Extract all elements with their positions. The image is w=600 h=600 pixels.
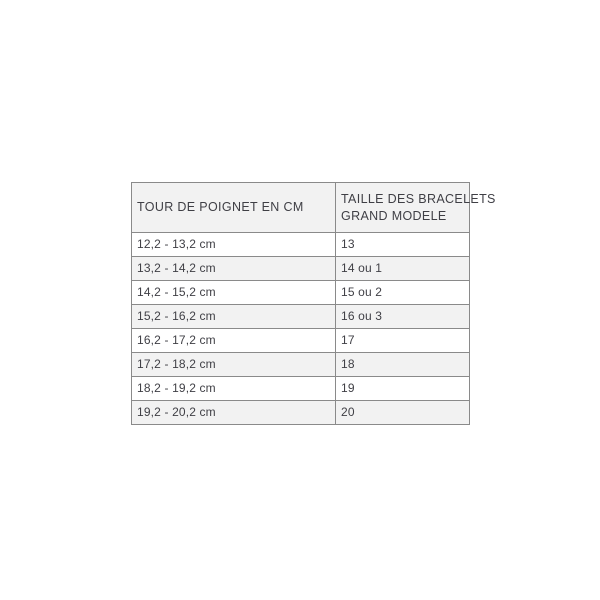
table-row: 12,2 - 13,2 cm 13 <box>131 232 470 257</box>
table-row: 18,2 - 19,2 cm 19 <box>131 376 470 401</box>
cell-wrist-circumference: 13,2 - 14,2 cm <box>131 256 336 281</box>
cell-bracelet-size: 13 <box>335 232 470 257</box>
cell-wrist-circumference: 17,2 - 18,2 cm <box>131 352 336 377</box>
cell-wrist-circumference: 12,2 - 13,2 cm <box>131 232 336 257</box>
table-row: 13,2 - 14,2 cm 14 ou 1 <box>131 256 470 281</box>
cell-bracelet-size: 19 <box>335 376 470 401</box>
column-header-wrist-circumference: TOUR DE POIGNET EN CM <box>131 182 336 233</box>
column-header-bracelet-size-line2: GRAND MODELE <box>341 209 447 223</box>
cell-wrist-circumference: 16,2 - 17,2 cm <box>131 328 336 353</box>
cell-wrist-circumference: 15,2 - 16,2 cm <box>131 304 336 329</box>
table-row: 17,2 - 18,2 cm 18 <box>131 352 470 377</box>
size-chart-container: TOUR DE POIGNET EN CM TAILLE DES BRACELE… <box>131 182 496 425</box>
table-row: 14,2 - 15,2 cm 15 ou 2 <box>131 280 470 305</box>
column-header-bracelet-size-line1: TAILLE DES BRACELETS <box>341 192 496 206</box>
cell-bracelet-size: 14 ou 1 <box>335 256 470 281</box>
cell-wrist-circumference: 19,2 - 20,2 cm <box>131 400 336 425</box>
table-header: TOUR DE POIGNET EN CM TAILLE DES BRACELE… <box>131 182 496 233</box>
table-row: 15,2 - 16,2 cm 16 ou 3 <box>131 304 470 329</box>
table-row: 19,2 - 20,2 cm 20 <box>131 400 470 425</box>
column-header-bracelet-size: TAILLE DES BRACELETS GRAND MODELE <box>335 182 496 233</box>
table-header-row: TOUR DE POIGNET EN CM TAILLE DES BRACELE… <box>131 182 496 233</box>
size-chart-table: TOUR DE POIGNET EN CM TAILLE DES BRACELE… <box>131 182 496 425</box>
cell-bracelet-size: 15 ou 2 <box>335 280 470 305</box>
cell-bracelet-size: 16 ou 3 <box>335 304 470 329</box>
cell-bracelet-size: 20 <box>335 400 470 425</box>
table-body: 12,2 - 13,2 cm 13 13,2 - 14,2 cm 14 ou 1… <box>131 232 470 425</box>
cell-wrist-circumference: 18,2 - 19,2 cm <box>131 376 336 401</box>
cell-bracelet-size: 17 <box>335 328 470 353</box>
table-row: 16,2 - 17,2 cm 17 <box>131 328 470 353</box>
cell-wrist-circumference: 14,2 - 15,2 cm <box>131 280 336 305</box>
cell-bracelet-size: 18 <box>335 352 470 377</box>
